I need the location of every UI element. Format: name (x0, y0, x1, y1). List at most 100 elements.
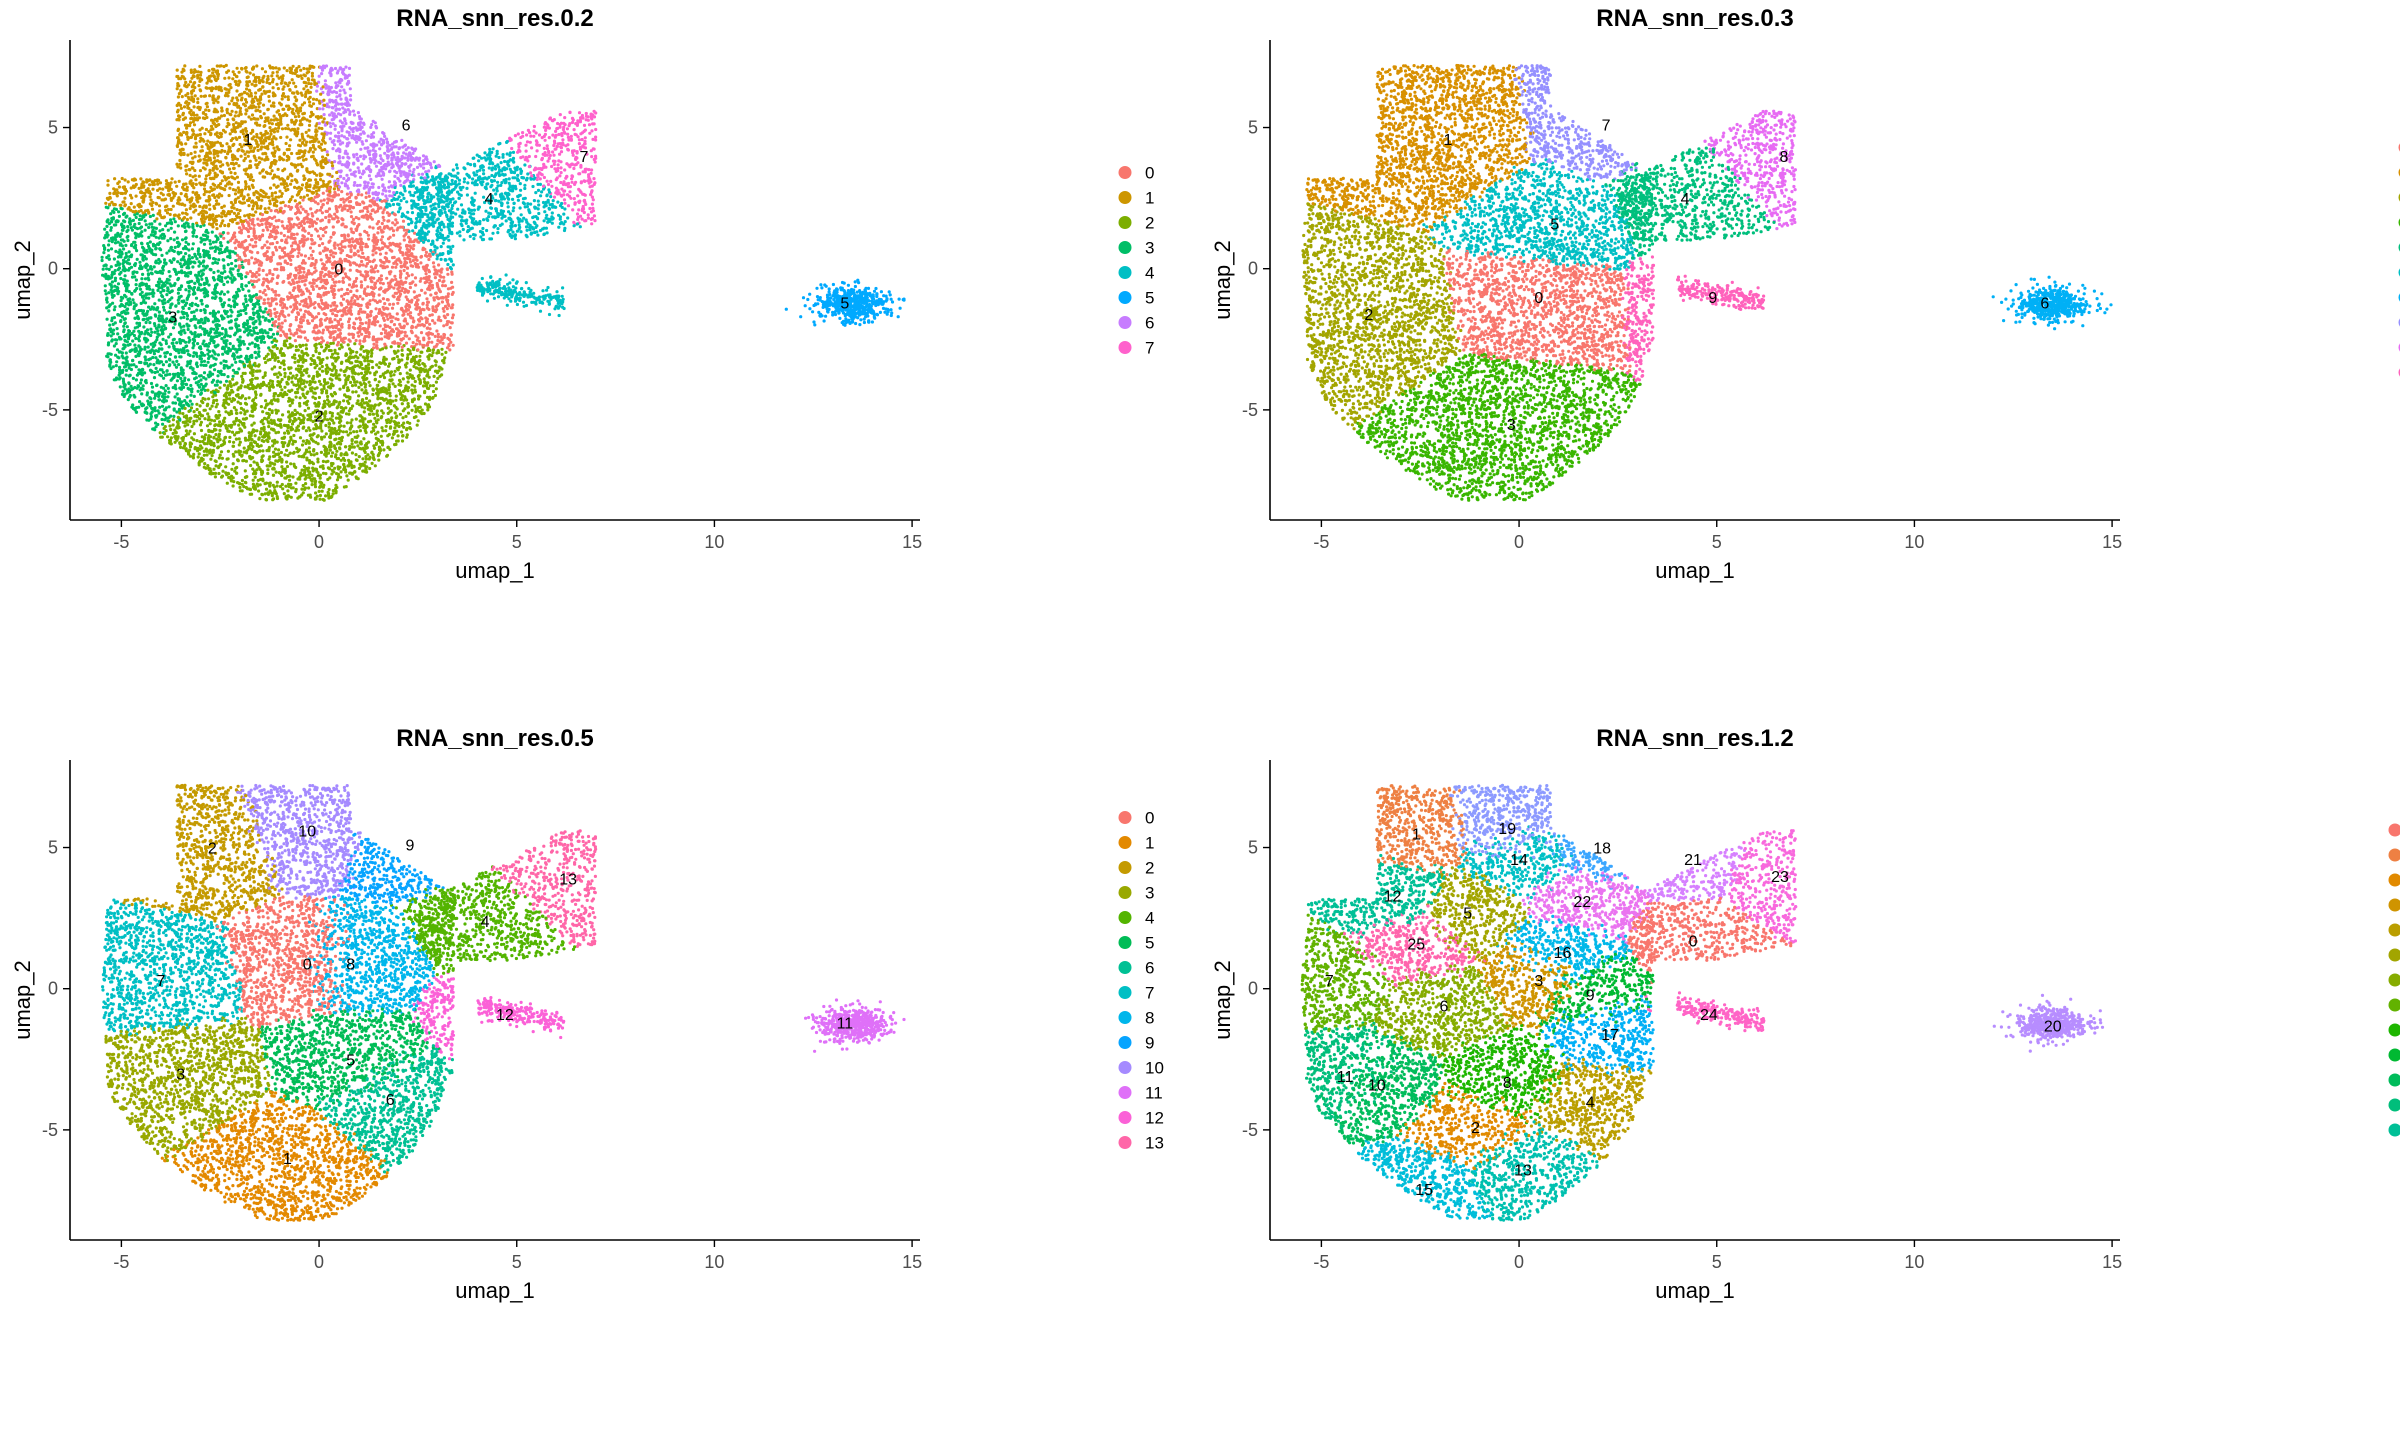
data-point (235, 431, 239, 435)
data-point (164, 320, 168, 324)
data-point (308, 246, 313, 250)
data-point (340, 233, 344, 238)
data-point (376, 383, 380, 388)
data-point (372, 294, 376, 298)
data-point (262, 298, 266, 302)
data-point (272, 154, 276, 158)
data-point (335, 95, 339, 99)
data-point (356, 372, 361, 376)
data-point (184, 382, 189, 387)
data-point (103, 289, 107, 293)
data-point (126, 180, 130, 184)
data-point (330, 414, 334, 418)
data-point (371, 392, 375, 397)
data-point (259, 263, 263, 267)
data-point (321, 191, 325, 195)
data-point (261, 422, 265, 426)
data-point (175, 68, 179, 72)
data-point (140, 241, 144, 245)
data-point (309, 82, 313, 86)
data-point (166, 228, 170, 232)
data-point (299, 195, 303, 199)
data-point (236, 400, 240, 404)
data-point (244, 127, 248, 131)
data-point (330, 90, 334, 94)
data-point (316, 457, 320, 461)
data-point (315, 89, 319, 93)
data-point (258, 160, 262, 164)
data-point (224, 344, 228, 348)
data-point (226, 94, 230, 98)
data-point (202, 449, 206, 453)
data-point (300, 261, 304, 265)
data-point (238, 485, 242, 489)
data-point (279, 231, 283, 235)
data-point (264, 360, 268, 365)
data-point (188, 80, 193, 84)
data-point (207, 375, 211, 379)
data-point (385, 197, 389, 201)
data-point (301, 414, 305, 418)
data-point (275, 267, 279, 271)
data-point (303, 254, 307, 258)
data-point (325, 201, 330, 205)
data-point (436, 254, 440, 258)
data-point (399, 225, 403, 229)
data-point (176, 84, 180, 88)
data-point (276, 109, 281, 113)
data-point (389, 374, 393, 378)
data-point (181, 67, 185, 71)
data-point (116, 268, 120, 272)
data-point (324, 472, 328, 476)
data-point (419, 176, 423, 180)
data-point (222, 366, 226, 370)
data-point (393, 185, 397, 190)
data-point (379, 286, 383, 290)
data-point (364, 321, 368, 325)
data-point (343, 465, 347, 469)
data-point (380, 426, 384, 430)
data-point (350, 384, 355, 388)
data-point (230, 467, 234, 471)
data-point (262, 277, 266, 281)
data-point (206, 388, 210, 392)
data-point (425, 297, 429, 301)
data-point (333, 438, 337, 442)
data-point (405, 371, 409, 375)
data-point (262, 74, 266, 78)
data-point (337, 131, 341, 135)
data-point (173, 322, 177, 326)
data-point (195, 407, 199, 412)
data-point (366, 233, 370, 237)
data-point (328, 467, 332, 471)
data-point (237, 70, 241, 74)
data-point (320, 211, 324, 215)
data-point (278, 385, 283, 389)
data-point (164, 384, 168, 388)
data-point (354, 196, 358, 200)
data-point (352, 183, 356, 187)
data-point (166, 286, 170, 290)
data-point (275, 281, 279, 285)
data-point (330, 368, 334, 372)
data-point (320, 340, 324, 344)
data-point (287, 220, 291, 224)
data-point (451, 244, 455, 248)
data-point (322, 103, 327, 107)
data-point (193, 174, 197, 178)
data-point (217, 471, 221, 476)
data-point (370, 123, 374, 127)
data-point (341, 218, 345, 222)
data-point (340, 314, 344, 318)
data-point (196, 455, 200, 459)
data-point (268, 455, 272, 459)
data-point (212, 278, 216, 282)
data-point (125, 214, 129, 218)
data-point (150, 390, 154, 394)
data-point (402, 238, 406, 242)
data-point (367, 174, 371, 178)
data-point (254, 201, 258, 205)
data-point (190, 128, 195, 132)
data-point (280, 460, 284, 464)
data-point (245, 319, 250, 323)
